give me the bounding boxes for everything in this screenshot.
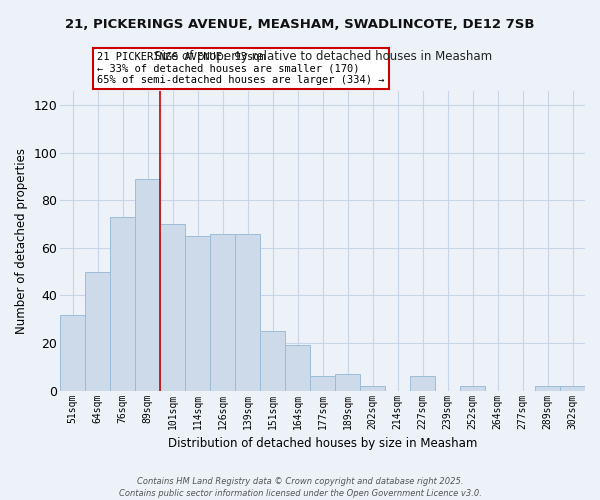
Text: Contains HM Land Registry data © Crown copyright and database right 2025.
Contai: Contains HM Land Registry data © Crown c… [119, 476, 481, 498]
Bar [410, 376, 435, 390]
Text: 21 PICKERINGS AVENUE: 93sqm
← 33% of detached houses are smaller (170)
65% of se: 21 PICKERINGS AVENUE: 93sqm ← 33% of det… [97, 52, 385, 85]
Bar [360, 386, 385, 390]
Bar [285, 346, 310, 391]
Title: Size of property relative to detached houses in Measham: Size of property relative to detached ho… [154, 50, 491, 64]
Bar [185, 236, 210, 390]
Bar [560, 386, 585, 390]
Text: 21, PICKERINGS AVENUE, MEASHAM, SWADLINCOTE, DE12 7SB: 21, PICKERINGS AVENUE, MEASHAM, SWADLINC… [65, 18, 535, 30]
Bar [310, 376, 335, 390]
Bar [235, 234, 260, 390]
Bar [460, 386, 485, 390]
Bar [535, 386, 560, 390]
Bar [335, 374, 360, 390]
Bar [110, 217, 135, 390]
Bar [210, 234, 235, 390]
Bar [85, 272, 110, 390]
Y-axis label: Number of detached properties: Number of detached properties [15, 148, 28, 334]
Bar [260, 331, 285, 390]
Bar [135, 179, 160, 390]
X-axis label: Distribution of detached houses by size in Measham: Distribution of detached houses by size … [168, 437, 477, 450]
Bar [160, 224, 185, 390]
Bar [60, 314, 85, 390]
